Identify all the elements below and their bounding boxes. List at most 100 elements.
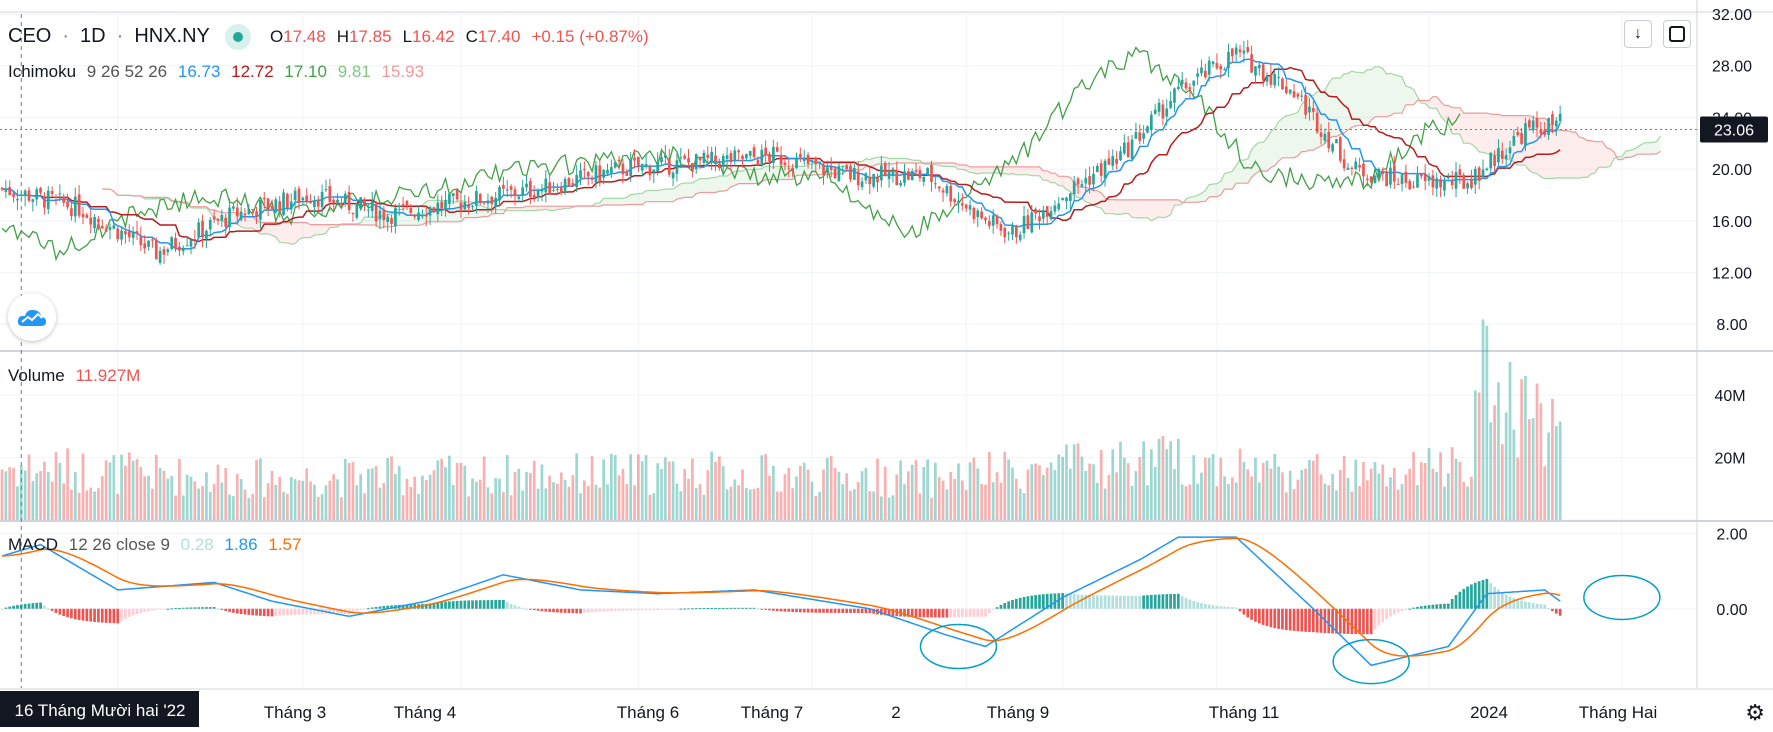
macd-hist-bar <box>1254 608 1257 622</box>
ichimoku-spana-value: 9.81 <box>337 62 371 81</box>
candle-body <box>1284 86 1288 93</box>
cloud-segment <box>1155 199 1159 219</box>
candle-body <box>702 152 706 163</box>
candle-body <box>567 178 571 187</box>
candle-body <box>1261 64 1265 81</box>
volume-bar <box>436 460 440 520</box>
candle-body <box>1281 78 1284 90</box>
macd-tick-label: 2.00 <box>1716 526 1747 543</box>
macd-hist-bar <box>880 608 883 615</box>
cloud-segment <box>1282 115 1287 158</box>
volume-bar <box>1470 476 1473 520</box>
volume-bar <box>1350 491 1354 520</box>
volume-bar <box>1527 419 1531 520</box>
volume-bar <box>193 481 197 520</box>
candle-body <box>737 150 741 153</box>
macd-hist-bar <box>1041 594 1045 609</box>
volume-bar <box>1331 473 1334 520</box>
macd-hist-bar <box>1192 600 1196 609</box>
candle-body <box>1481 169 1485 178</box>
volume-bar <box>1412 451 1415 520</box>
candle-body <box>559 186 563 193</box>
candle-body <box>660 157 663 163</box>
macd-hist-bar <box>1284 608 1288 631</box>
candle-body <box>1319 132 1323 137</box>
candle-body <box>1169 101 1172 108</box>
cloud-segment <box>283 222 288 243</box>
price-tick-label: 28.00 <box>1712 59 1752 76</box>
cloud-segment <box>1641 142 1645 155</box>
candle-body <box>340 203 343 206</box>
macd-hist-bar <box>714 607 717 609</box>
candle-body <box>289 201 293 210</box>
candle-body <box>243 213 247 216</box>
candle-body <box>397 205 401 208</box>
volume-bar <box>448 455 451 520</box>
candle-body <box>170 237 174 249</box>
fullscreen-button[interactable] <box>1663 20 1691 48</box>
macd-hist-bar <box>563 608 567 613</box>
candle-body <box>124 231 127 235</box>
volume-bar <box>856 482 860 520</box>
volume-bar <box>1454 458 1458 520</box>
candle-body <box>301 197 305 201</box>
candle-body <box>1296 93 1300 97</box>
cloud-segment <box>1232 165 1237 190</box>
volume-bar <box>999 482 1003 520</box>
cloud-segment <box>526 206 531 211</box>
volume-bar <box>1107 474 1111 520</box>
macd-hist-bar <box>1369 608 1373 635</box>
macd-legend[interactable]: MACD 12 26 close 9 0.28 1.86 1.57 <box>8 535 307 555</box>
volume-bar <box>170 475 174 520</box>
cloud-segment <box>329 224 334 228</box>
volume-bar <box>363 493 366 520</box>
candle-body <box>451 193 455 196</box>
cloud-segment <box>1066 176 1071 192</box>
volume-bar <box>174 495 177 520</box>
candle-body <box>475 191 478 206</box>
candle-body <box>633 157 636 161</box>
macd-hist-bar <box>860 608 864 613</box>
cloud-segment <box>1128 199 1132 218</box>
download-button[interactable]: ↓ <box>1624 20 1652 48</box>
volume-bar <box>849 490 852 520</box>
macd-hist-bar <box>1157 594 1161 609</box>
volume-bar <box>941 480 945 520</box>
candle-body <box>768 153 771 162</box>
candle-body <box>1254 66 1257 76</box>
macd-hist-bar <box>1319 608 1323 633</box>
volume-bar <box>640 461 644 520</box>
candle-body <box>876 176 879 183</box>
tradingview-logo[interactable] <box>8 293 56 341</box>
volume-bar <box>320 494 324 520</box>
macd-hist-bar <box>1431 604 1435 609</box>
macd-hist-bar <box>374 606 378 609</box>
ichimoku-legend[interactable]: Ichimoku 9 26 52 26 16.73 12.72 17.10 9.… <box>8 62 430 82</box>
volume-bar <box>691 458 694 520</box>
time-tick-label: Tháng 6 <box>617 703 679 722</box>
candle-body <box>1535 118 1539 128</box>
macd-hist-bar <box>799 608 802 613</box>
candle-body <box>1392 165 1396 182</box>
macd-hist-bar <box>58 608 62 615</box>
volume-legend[interactable]: Volume 11.927M <box>8 366 146 386</box>
volume-bar <box>282 492 285 520</box>
cloud-segment <box>495 209 500 214</box>
volume-bar <box>166 478 170 520</box>
candle-body <box>995 215 999 225</box>
volume-bar <box>768 475 771 520</box>
volume-bar <box>1095 482 1099 520</box>
gear-icon[interactable]: ⚙ <box>1745 700 1765 725</box>
candle-body <box>1072 181 1076 195</box>
candle-body <box>1095 166 1099 173</box>
volume-bar <box>710 451 714 520</box>
candle-body <box>232 206 235 209</box>
volume-bar <box>1122 457 1126 520</box>
candle-body <box>629 160 633 177</box>
volume-bar <box>162 470 166 520</box>
macd-hist-bar <box>293 608 297 615</box>
volume-bar <box>1392 467 1396 520</box>
candle-body <box>1068 193 1072 201</box>
cloud-segment <box>665 189 670 202</box>
